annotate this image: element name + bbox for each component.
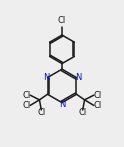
Text: Cl: Cl [58, 16, 66, 25]
Text: N: N [75, 73, 81, 82]
Text: Cl: Cl [37, 108, 45, 117]
Text: N: N [43, 73, 49, 82]
Text: Cl: Cl [93, 91, 101, 100]
Text: N: N [59, 100, 65, 109]
Text: Cl: Cl [23, 101, 31, 110]
Text: Cl: Cl [79, 108, 87, 117]
Text: Cl: Cl [93, 101, 101, 110]
Text: Cl: Cl [23, 91, 31, 100]
